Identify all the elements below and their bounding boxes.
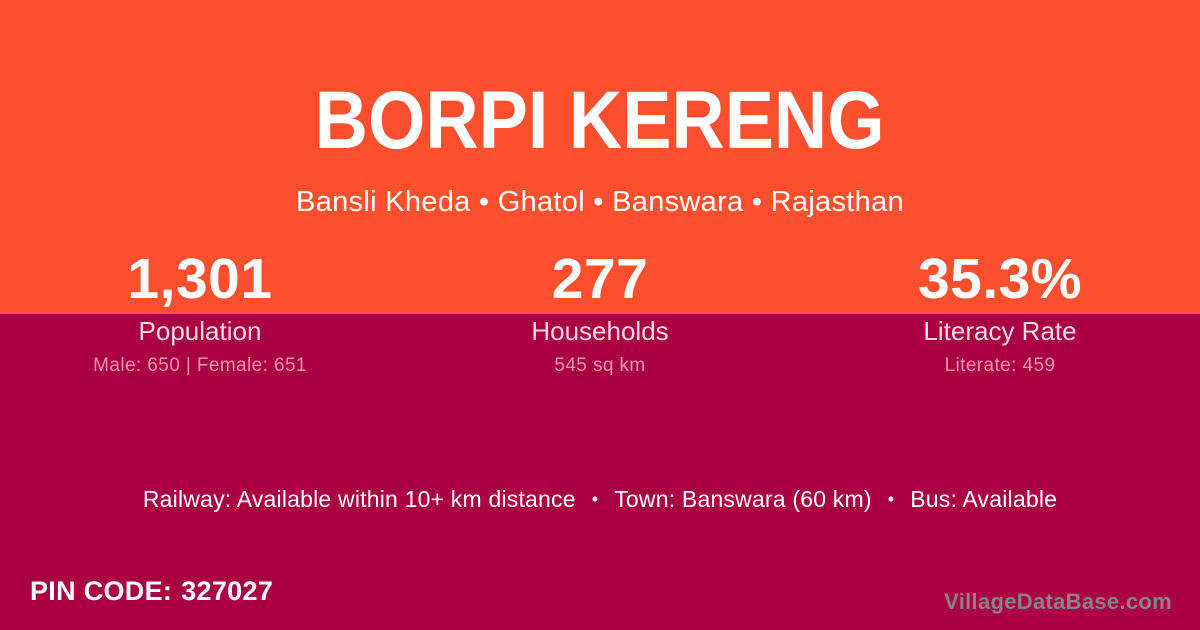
pin-code: PIN CODE: 327027 <box>30 576 273 607</box>
stat-population: 1,301 Population Male: 650 | Female: 651 <box>0 247 400 378</box>
town-info: Town: Banswara (60 km) <box>614 486 872 512</box>
page-title: BORPI KERENG <box>315 75 885 166</box>
households-label: Households <box>531 316 669 346</box>
bullet-separator: • <box>887 489 895 509</box>
literacy-label: Literacy Rate <box>923 316 1077 346</box>
watermark-brand: VillageDataBase.com <box>944 589 1172 614</box>
literacy-value: 35.3% <box>917 247 1083 311</box>
breadcrumb: Bansli Kheda • Ghatol • Banswara • Rajas… <box>296 186 904 218</box>
transport-info-line: Railway: Available within 10+ km distanc… <box>0 486 1200 513</box>
bus-info: Bus: Available <box>910 486 1058 512</box>
literacy-detail: Literate: 459 <box>944 355 1056 376</box>
railway-info: Railway: Available within 10+ km distanc… <box>142 486 576 512</box>
stats-row: 1,301 Population Male: 650 | Female: 651… <box>0 247 1200 378</box>
bullet-separator: • <box>591 489 599 509</box>
households-detail: 545 sq km <box>554 355 646 376</box>
population-label: Population <box>138 316 262 346</box>
pin-code-value: 327027 <box>181 576 274 606</box>
population-value: 1,301 <box>127 247 273 311</box>
stat-literacy: 35.3% Literacy Rate Literate: 459 <box>800 247 1200 378</box>
households-value: 277 <box>551 247 649 311</box>
stat-households: 277 Households 545 sq km <box>400 247 800 378</box>
pin-code-label: PIN CODE: <box>30 576 173 606</box>
population-detail: Male: 650 | Female: 651 <box>93 355 307 376</box>
header-section: BORPI KERENG Bansli Kheda • Ghatol • Ban… <box>0 0 1200 314</box>
